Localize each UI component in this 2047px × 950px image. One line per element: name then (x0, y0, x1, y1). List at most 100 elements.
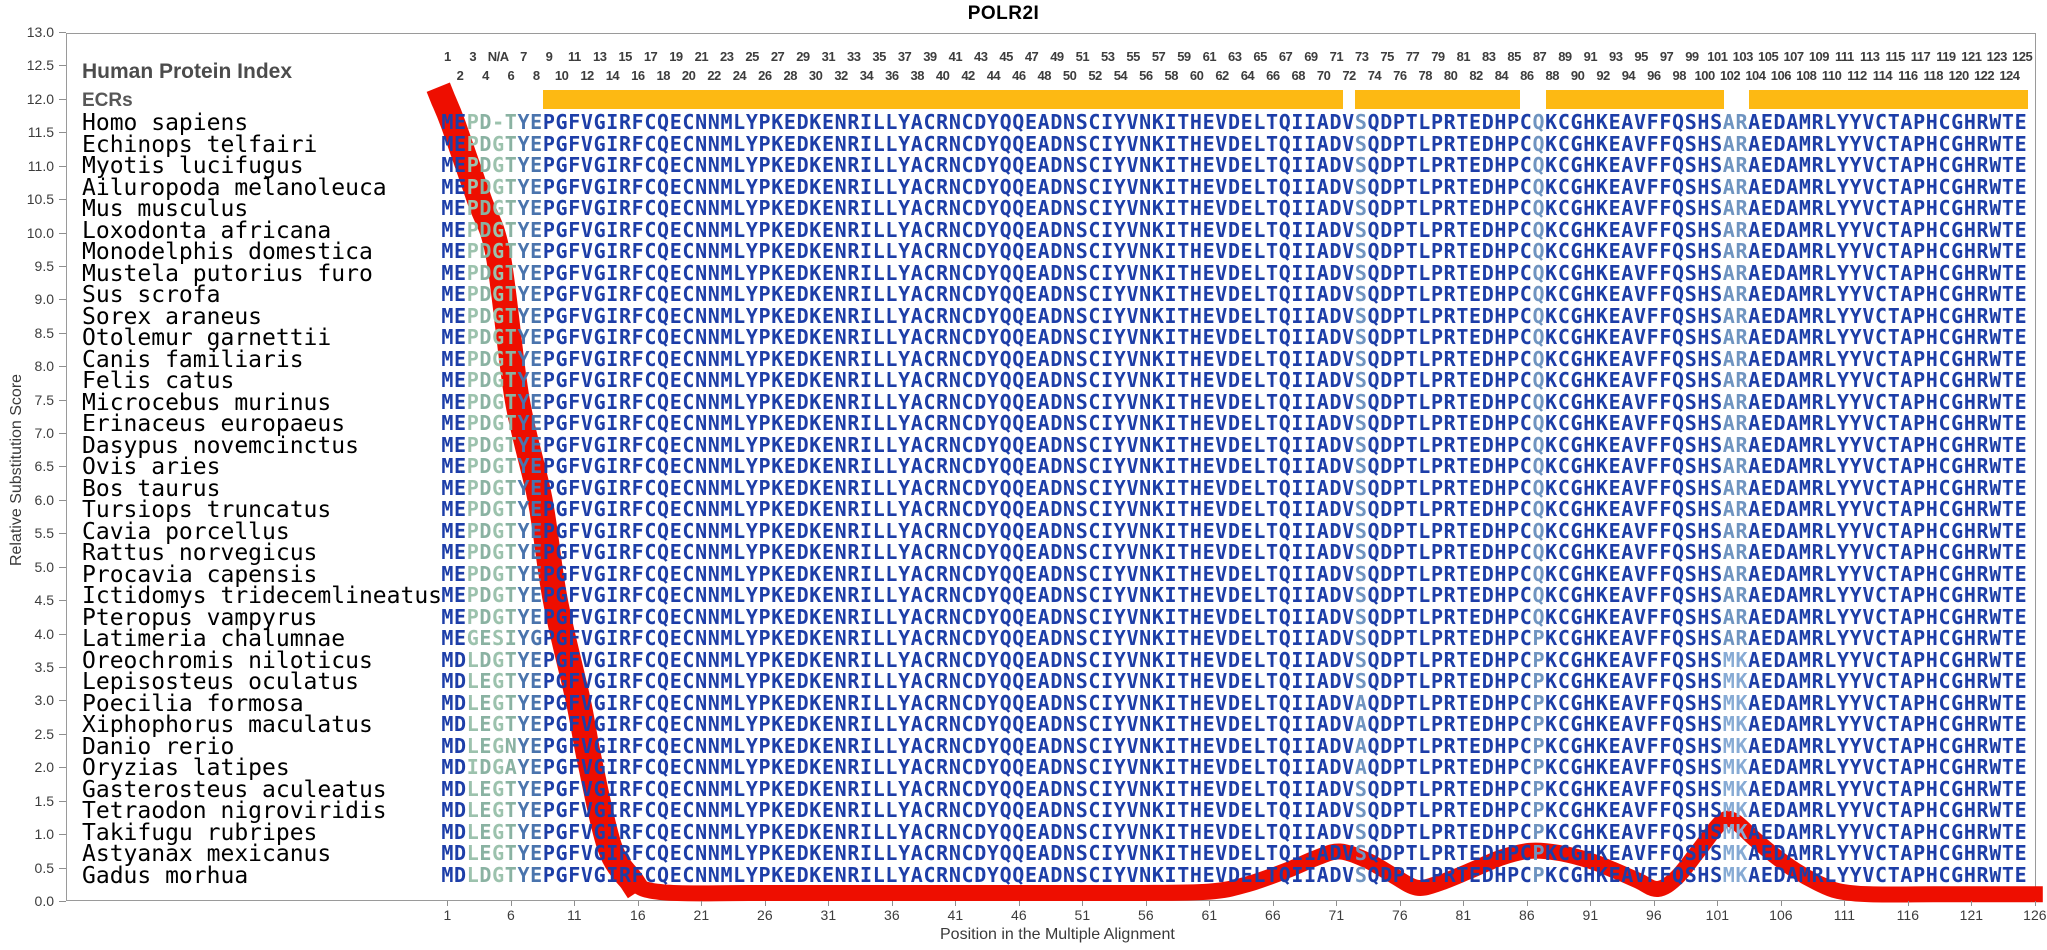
residue-cell: A (910, 733, 923, 758)
residue-cell: K (1595, 540, 1608, 564)
residue-cell: D (1050, 604, 1063, 629)
residue-cell: A (1037, 153, 1050, 177)
residue-cell: A (1037, 303, 1050, 328)
residue-cell: L (1824, 303, 1837, 328)
residue-cell: M (1798, 561, 1811, 586)
residue-cell: D (1773, 368, 1786, 392)
residue-cell: G (593, 217, 606, 242)
residue-cell: V (1215, 325, 1228, 349)
residue-cell: P (1507, 841, 1520, 865)
residue-cell: Y (745, 475, 758, 500)
residue-cell: A (1748, 712, 1761, 736)
residue-cell: Q (1672, 647, 1685, 672)
residue-cell: C (644, 497, 657, 521)
track-label-human-protein-index: Human Protein Index (82, 60, 293, 83)
residue-cell: E (1608, 690, 1621, 715)
residue-cell: C (923, 561, 936, 586)
species-name: Felis catus (82, 368, 235, 394)
residue-cell: Q (1012, 174, 1025, 199)
alignment-row: MEPDGTYEPGFVGIRFCQECNNMLYPKEDKENRILLYACR… (441, 561, 2027, 586)
residue-cell: E (821, 260, 834, 285)
residue-cell: G (1951, 411, 1964, 435)
residue-cell: G (1951, 733, 1964, 758)
residue-cell: Q (999, 432, 1012, 457)
residue-cell: N (1139, 798, 1152, 822)
residue-cell: Y (517, 561, 530, 586)
residue-cell: Q (999, 669, 1012, 693)
residue-cell: I (1291, 239, 1304, 263)
residue-cell: Y (898, 755, 911, 779)
residue-cell: H (1189, 819, 1202, 844)
residue-cell: H (1583, 798, 1596, 822)
residue-cell: H (1189, 217, 1202, 242)
residue-cell: Y (986, 798, 999, 822)
residue-cell: Q (1672, 604, 1685, 629)
residue-cell: H (1925, 454, 1938, 478)
residue-cell: K (1545, 239, 1558, 263)
position-number: 100 (1694, 68, 1716, 83)
residue-cell: R (936, 239, 949, 263)
residue-cell: A (1037, 626, 1050, 650)
residue-cell: Q (1532, 432, 1545, 457)
residue-cell: A (1786, 153, 1799, 177)
residue-cell: T (1266, 712, 1279, 736)
residue-cell: R (847, 518, 860, 543)
residue-cell: T (1177, 475, 1190, 500)
residue-cell: G (593, 647, 606, 672)
residue-cell: S (1710, 755, 1723, 779)
residue-cell: T (2001, 755, 2014, 779)
residue-cell: I (1101, 733, 1114, 758)
position-number: 65 (1253, 49, 1267, 64)
residue-cell: I (1101, 346, 1114, 371)
residue-cell: Y (1849, 497, 1862, 521)
residue-cell: D (1227, 712, 1240, 736)
position-number: 29 (796, 49, 810, 64)
residue-cell: D (479, 174, 492, 199)
residue-cell: M (441, 669, 454, 693)
residue-cell: L (1824, 604, 1837, 629)
residue-cell: Y (517, 841, 530, 865)
residue-cell: S (1354, 540, 1367, 564)
residue-cell: P (1430, 669, 1443, 693)
residue-cell: G (1570, 260, 1583, 285)
residue-cell: A (1722, 411, 1735, 435)
residue-cell: L (1824, 432, 1837, 457)
residue-cell: A (1748, 733, 1761, 758)
residue-cell: P (1507, 669, 1520, 693)
residue-cell: R (1735, 475, 1748, 500)
residue-cell: M (1798, 647, 1811, 672)
residue-cell: N (707, 647, 720, 672)
residue-cell: D (796, 690, 809, 715)
residue-cell: S (1075, 153, 1088, 177)
residue-cell: P (758, 131, 771, 156)
y-tick-mark (59, 800, 66, 802)
residue-cell: Y (898, 475, 911, 500)
residue-cell: D (974, 798, 987, 822)
residue-cell: A (1316, 346, 1329, 371)
residue-cell: L (1824, 454, 1837, 478)
residue-cell: L (885, 346, 898, 371)
residue-cell: G (593, 862, 606, 887)
residue-cell: L (733, 110, 746, 134)
residue-cell: V (1342, 153, 1355, 177)
alignment-row: MEPDGTYEPGFVGIRFCQECNNMLYPKEDKENRILLYACR… (441, 153, 2027, 177)
residue-cell: V (1126, 196, 1139, 220)
residue-cell: C (1875, 389, 1888, 414)
x-tick-mark (1653, 901, 1655, 906)
residue-cell: V (1126, 647, 1139, 672)
residue-cell: E (1760, 669, 1773, 693)
residue-cell: P (542, 454, 555, 478)
species-name: Xiphophorus maculatus (82, 712, 373, 738)
residue-cell: Q (1367, 239, 1380, 263)
residue-cell: Q (999, 497, 1012, 521)
residue-cell: E (1760, 110, 1773, 134)
residue-cell: M (1798, 540, 1811, 564)
residue-cell: V (580, 131, 593, 156)
residue-cell: S (1684, 153, 1697, 177)
position-number: 10 (554, 68, 569, 83)
residue-cell: M (720, 841, 733, 865)
residue-cell: W (1989, 841, 2002, 865)
residue-cell: E (1760, 454, 1773, 478)
residue-cell: D (1481, 518, 1494, 543)
residue-cell: A (1786, 604, 1799, 629)
